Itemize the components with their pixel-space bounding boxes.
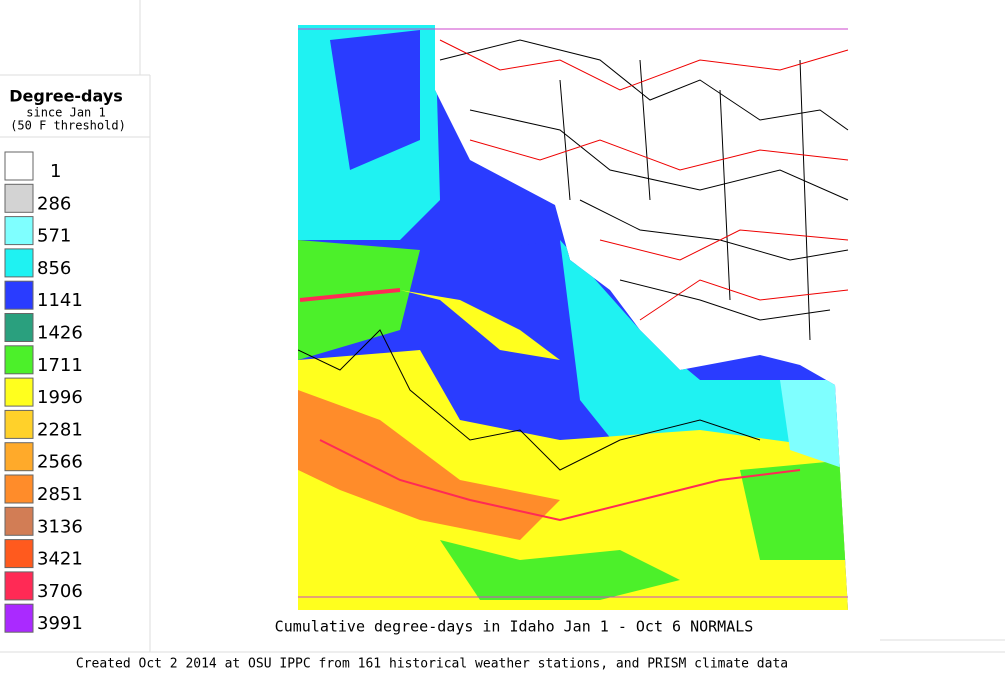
legend-label: 3421	[37, 549, 83, 570]
legend-subtitle: since Jan 1	[26, 106, 105, 120]
legend-label: 2851	[37, 484, 83, 505]
legend-swatch	[4, 506, 34, 536]
legend-title: Degree-days	[9, 87, 123, 106]
legend-swatch	[4, 151, 34, 181]
frame-lines	[0, 0, 1005, 653]
roads	[439, 39, 849, 321]
legend-label: 571	[37, 226, 71, 247]
legend-swatch	[4, 345, 34, 375]
legend-label: 286	[37, 193, 71, 214]
legend-swatch	[4, 280, 34, 310]
legend-swatch	[4, 474, 34, 504]
legend-label: 2566	[37, 452, 83, 473]
legend-label: 1426	[37, 323, 83, 344]
state-lines	[298, 28, 848, 598]
legend-label: 856	[37, 258, 71, 279]
legend-label: 3991	[37, 613, 83, 634]
legend-swatch	[4, 539, 34, 569]
legend-swatch	[4, 603, 34, 633]
footer: Created Oct 2 2014 at OSU IPPC from 161 …	[76, 657, 788, 672]
legend-swatch	[4, 216, 34, 246]
legend-label: 1	[50, 161, 61, 182]
map	[298, 25, 849, 610]
legend-label: 2281	[37, 419, 83, 440]
legend-swatch	[4, 248, 34, 278]
legend-swatch	[4, 409, 34, 439]
legend: 1 286 571 856 1141 1426 1711 1996 2281 2566 2851 31…	[4, 151, 83, 634]
map-caption: Cumulative degree-days in Idaho Jan 1 - …	[275, 618, 754, 636]
legend-swatch	[4, 313, 34, 342]
legend-swatch	[4, 442, 34, 472]
legend-label: 1141	[37, 290, 83, 311]
legend-label: 1711	[37, 355, 83, 376]
legend-note: (50 F threshold)	[10, 119, 126, 133]
legend-label: 3136	[37, 516, 83, 537]
legend-swatch	[4, 571, 34, 601]
legend-swatch	[4, 377, 34, 407]
legend-swatch	[4, 183, 34, 213]
legend-label: 3706	[37, 581, 83, 602]
legend-label: 1996	[37, 387, 83, 408]
